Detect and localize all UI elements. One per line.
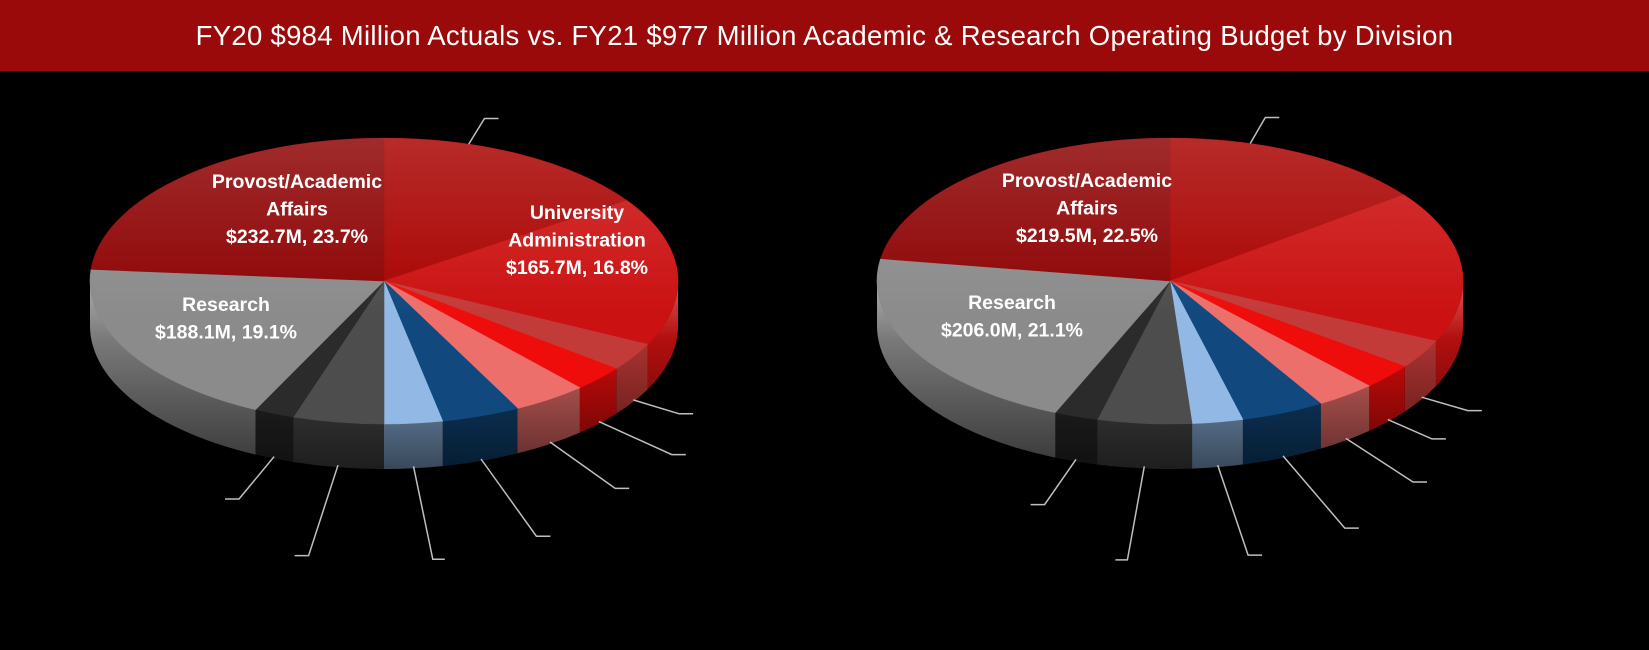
pie-slice-label-line: $219.5M, 22.5% xyxy=(1016,225,1158,247)
leader-line xyxy=(480,458,551,537)
leader-line xyxy=(294,464,339,557)
fy21-pie-chart: Research $206.0M, 21.1% Provost/Academic Af… xyxy=(876,116,1482,561)
leader-line xyxy=(1345,437,1427,483)
pie-slice-label-line: University xyxy=(530,202,624,224)
leader-line xyxy=(1387,418,1446,440)
pie-slice-label-line: $165.7M, 16.8% xyxy=(506,257,648,279)
pie-slice-wall xyxy=(293,417,384,469)
leader-line xyxy=(1216,464,1263,556)
leader-line xyxy=(225,456,275,500)
pie-slice-wall xyxy=(1320,385,1370,449)
pie-slice-wall xyxy=(255,409,294,463)
leader-line xyxy=(1030,458,1077,506)
pie-slice-wall xyxy=(1097,419,1193,469)
pie-slice-label-line: Affairs xyxy=(266,199,328,221)
pie-slice-wall xyxy=(1055,412,1098,465)
pie-slice-wall xyxy=(1242,403,1321,465)
pie-slice-wall xyxy=(384,421,443,469)
pie-slice-wall xyxy=(1435,281,1463,387)
pie-slice-label-line: $206.0M, 21.1% xyxy=(941,320,1083,342)
pie-sheen xyxy=(90,138,678,424)
pie-slice-wall xyxy=(1404,341,1436,412)
pie-slice-wall xyxy=(517,387,580,454)
leader-line xyxy=(468,117,499,145)
pie-slice-label-line: $232.7M, 23.7% xyxy=(226,226,368,248)
pie-slice-label-line: Provost/Academic xyxy=(212,171,382,193)
leader-line xyxy=(632,399,694,415)
pie-slice-label-line: Research xyxy=(968,292,1056,314)
pie-slice-wall xyxy=(877,281,1056,458)
fy20-pie-chart: University Administration $165.7M, 16.8% Re… xyxy=(89,117,694,561)
leader-line xyxy=(598,420,686,456)
pie-slice-wall xyxy=(89,281,256,455)
title-bar: FY20 $984 Million Actuals vs. FY21 $977 … xyxy=(0,0,1649,71)
pie-slice-wall xyxy=(1369,366,1405,431)
pie-slice-label-line: Provost/Academic xyxy=(1002,170,1172,192)
pie-slice-label-line: Administration xyxy=(508,230,646,252)
leader-line xyxy=(1421,396,1482,412)
leader-line xyxy=(1115,466,1146,561)
leader-line xyxy=(1282,455,1359,529)
leader-line xyxy=(412,466,445,561)
pie-slice-wall xyxy=(442,408,518,467)
pie-sheen xyxy=(877,138,1463,424)
pie-slice-wall xyxy=(579,368,617,433)
pie-slice-label-line: Affairs xyxy=(1056,198,1118,220)
pie-slice-wall xyxy=(1192,419,1243,469)
pie-slice-label-line: $188.1M, 19.1% xyxy=(155,322,297,344)
chart-title: FY20 $984 Million Actuals vs. FY21 $977 … xyxy=(195,19,1454,51)
pie-slice-wall xyxy=(647,281,678,390)
leader-line xyxy=(549,441,630,490)
pie-slice-wall xyxy=(616,344,648,414)
pie-slice-label-line: Research xyxy=(182,294,270,316)
leader-line xyxy=(1249,116,1280,144)
